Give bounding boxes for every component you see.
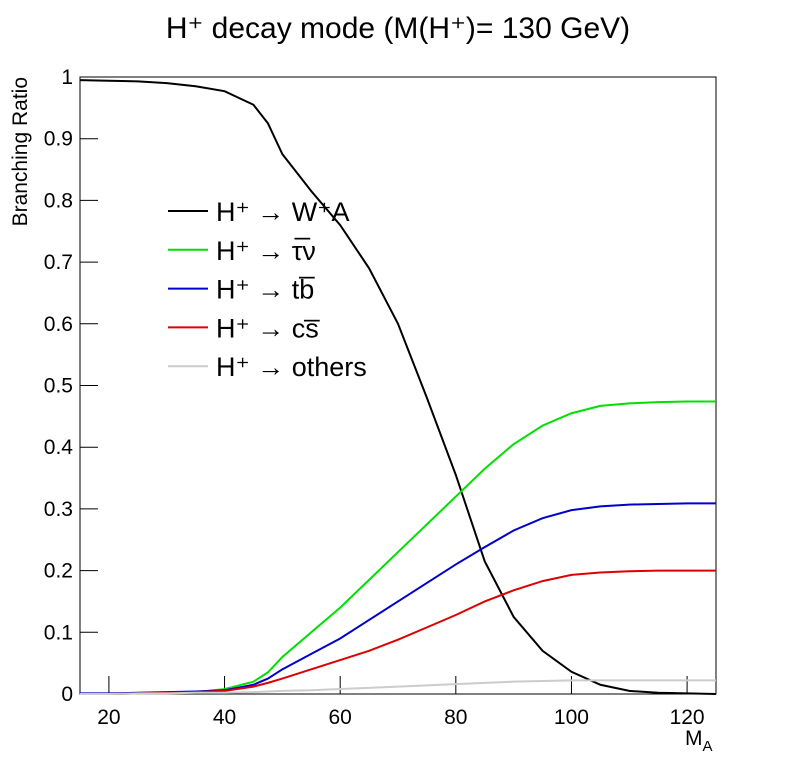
legend-label: H⁺ → others	[216, 352, 367, 382]
x-tick-label: 120	[670, 706, 705, 729]
x-tick-label: 40	[213, 706, 236, 729]
y-tick-label: 0	[61, 683, 73, 706]
y-tick-label: 0.5	[44, 375, 73, 398]
legend-label: H⁺ → W⁺A	[216, 197, 350, 227]
x-axis-label-main: M	[685, 727, 703, 750]
y-tick-label: 0.6	[44, 313, 73, 336]
legend-label: H⁺ → τ̅ν	[216, 236, 316, 266]
y-tick-label: 0.2	[44, 560, 73, 583]
series-line	[80, 679, 716, 695]
x-tick-label: 80	[444, 706, 467, 729]
x-axis-label: MA	[685, 727, 713, 755]
y-axis-label: Branching Ratio	[9, 77, 32, 226]
x-tick-label: 100	[554, 706, 589, 729]
legend-label: H⁺ → cs̅	[216, 313, 320, 343]
y-tick-label: 0.9	[44, 128, 73, 151]
y-tick-label: 0.7	[44, 251, 73, 274]
chart-title: H⁺ decay mode (M(H⁺)= 130 GeV)	[166, 12, 630, 45]
y-tick-label: 0.3	[44, 498, 73, 521]
y-tick-label: 0.4	[44, 436, 74, 459]
x-axis-label-sub: A	[703, 738, 713, 755]
y-tick-label: 0.1	[44, 621, 73, 644]
legend-label: H⁺ → tb̅	[216, 275, 315, 305]
y-tick-label: 1	[61, 66, 73, 89]
series-line	[79, 79, 717, 695]
x-tick-label: 20	[97, 706, 120, 729]
x-tick-label: 60	[329, 706, 352, 729]
y-tick-label: 0.8	[44, 189, 73, 212]
